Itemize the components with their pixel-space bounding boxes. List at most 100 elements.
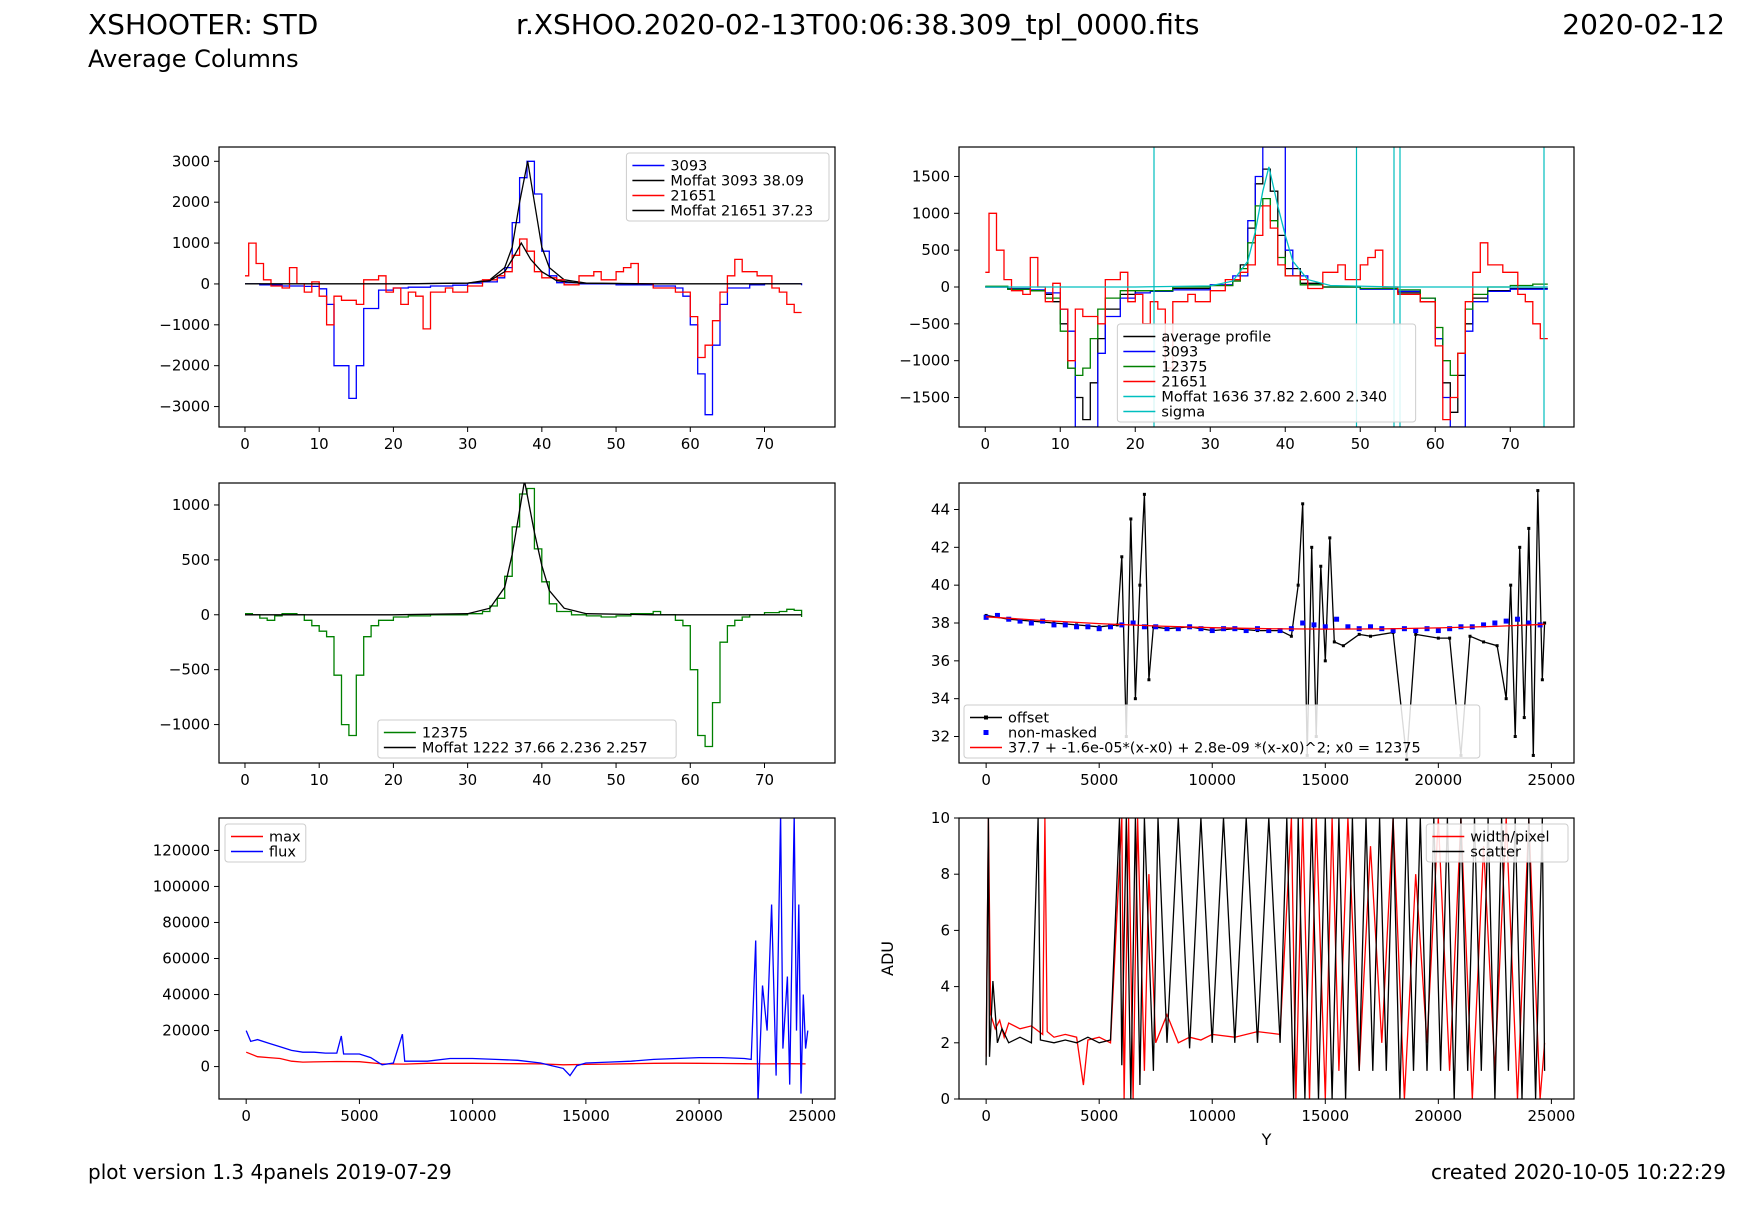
series-12375	[245, 487, 803, 748]
series-offset-point	[1323, 659, 1327, 663]
series-non-masked-point	[1277, 628, 1283, 634]
series-offset-point	[1319, 564, 1323, 568]
x-tick-label: 0	[981, 771, 991, 789]
series-non-masked-point	[1368, 624, 1374, 630]
series-non-masked-point	[1300, 620, 1306, 626]
x-tick-label: 20000	[1414, 1107, 1462, 1125]
axes-frame	[218, 146, 836, 428]
legend-label: max	[269, 830, 301, 846]
axes-frame	[218, 817, 836, 1100]
x-tick-label: 40	[532, 771, 551, 789]
x-tick-label: 25000	[1528, 1107, 1576, 1125]
series-offset-point	[1405, 757, 1409, 761]
series-non-masked-point	[1209, 628, 1215, 634]
y-tick-label: 8	[940, 865, 950, 883]
series-offset-point	[1289, 634, 1293, 638]
series-offset-point	[1357, 632, 1361, 636]
x-tick-label: 60	[1426, 435, 1445, 453]
x-tick-label: 20	[384, 435, 403, 453]
legend-label: 37.7 + -1.6e-05*(x-x0) + 2.8e-09 *(x-x0)…	[1008, 741, 1421, 757]
y-tick-label: 80000	[162, 913, 210, 931]
axes-frame	[218, 482, 836, 764]
series-non-masked-point	[1062, 622, 1068, 628]
x-tick-label: 60	[681, 435, 700, 453]
x-tick-label: 10	[310, 771, 329, 789]
x-tick-label: 30	[458, 435, 477, 453]
y-tick-label: 0	[200, 275, 210, 293]
legend-label: average profile	[1161, 330, 1271, 346]
legend-label: 21651	[1161, 375, 1207, 391]
series-non-masked-point	[1311, 622, 1317, 628]
series-offset-point	[1536, 489, 1540, 493]
series-non-masked-point	[1074, 624, 1080, 630]
series-moffat-1636-37-82-2-600-2-340	[985, 166, 1548, 288]
plot-area	[245, 818, 809, 1099]
y-tick-label: 34	[931, 690, 950, 708]
series-37-7-1-6e-05-x-x0-2-8e-09-x-x0-2-x0-12375	[986, 616, 1545, 630]
legend-label: Moffat 3093 38.09	[670, 174, 804, 190]
x-tick-label: 30	[458, 771, 477, 789]
series-non-masked-point	[1243, 628, 1249, 634]
series-non-masked-point	[1221, 626, 1227, 632]
x-axis-label: Y	[1261, 1130, 1272, 1149]
plot-area	[245, 160, 803, 416]
y-tick-label: 100000	[153, 877, 210, 895]
series-non-masked-point	[1492, 620, 1498, 626]
y-tick-label: 2000	[172, 193, 210, 211]
x-tick-label: 15000	[1301, 771, 1349, 789]
axes-frame	[958, 146, 1575, 428]
y-tick-label: −1000	[899, 352, 950, 370]
series-offset-point	[1468, 634, 1472, 638]
chart-panel-middle-right: 0 5000 10000 15000 20000 25000 32 34 36 38 40 42 44 o…	[931, 482, 1575, 789]
series-21651	[245, 238, 802, 359]
series-max	[245, 1051, 806, 1066]
x-tick-label: 0	[240, 435, 250, 453]
x-tick-label: 10	[310, 435, 329, 453]
y-tick-label: 1000	[912, 204, 950, 222]
y-tick-label: 32	[931, 728, 950, 746]
axes-frame	[958, 482, 1575, 764]
x-tick-label: 70	[755, 771, 774, 789]
y-tick-label: −3000	[159, 398, 210, 416]
y-tick-label: 1000	[172, 234, 210, 252]
series-non-masked-point	[1390, 628, 1396, 634]
series-non-masked-point	[1107, 624, 1113, 630]
series-offset-point	[1436, 636, 1440, 640]
x-tick-label: 0	[980, 435, 990, 453]
legend-box	[963, 704, 1481, 759]
legend-marker	[983, 730, 989, 735]
legend-box	[1425, 823, 1569, 863]
series-scatter	[985, 818, 1546, 1099]
series-offset-point	[1522, 716, 1526, 720]
x-tick-label: 10000	[449, 1107, 497, 1125]
series-non-masked-point	[1447, 626, 1453, 632]
series-non-masked-point	[1006, 616, 1012, 622]
instrument-title: XSHOOTER: STD	[88, 8, 319, 41]
x-tick-label: 5000	[1080, 1107, 1118, 1125]
y-tick-label: 38	[931, 614, 950, 632]
x-tick-label: 20	[1126, 435, 1145, 453]
y-tick-label: 6	[940, 921, 950, 939]
series-non-masked-point	[1085, 624, 1091, 630]
series-non-masked-point	[994, 612, 1000, 618]
x-tick-label: 20000	[675, 1107, 723, 1125]
legend-box	[224, 823, 307, 863]
series-non-masked-point	[1141, 624, 1147, 630]
y-tick-label: −500	[909, 315, 950, 333]
x-tick-label: 50	[607, 435, 626, 453]
series-non-masked-point	[1198, 626, 1204, 632]
legend-label: 3093	[1161, 345, 1198, 361]
y-tick-label: 0	[200, 1058, 210, 1076]
series-non-masked-point	[1266, 628, 1272, 634]
y-tick-label: 0	[200, 606, 210, 624]
x-tick-label: 10000	[1188, 1107, 1236, 1125]
chart-panel-bottom-left: 0 5000 10000 15000 20000 25000 0 20000 40000 6000…	[153, 817, 836, 1125]
x-tick-label: 15000	[562, 1107, 610, 1125]
y-tick-label: 40	[931, 576, 950, 594]
series-non-masked-point	[1175, 626, 1181, 632]
x-tick-label: 70	[755, 435, 774, 453]
y-tick-label: 10	[931, 809, 950, 827]
